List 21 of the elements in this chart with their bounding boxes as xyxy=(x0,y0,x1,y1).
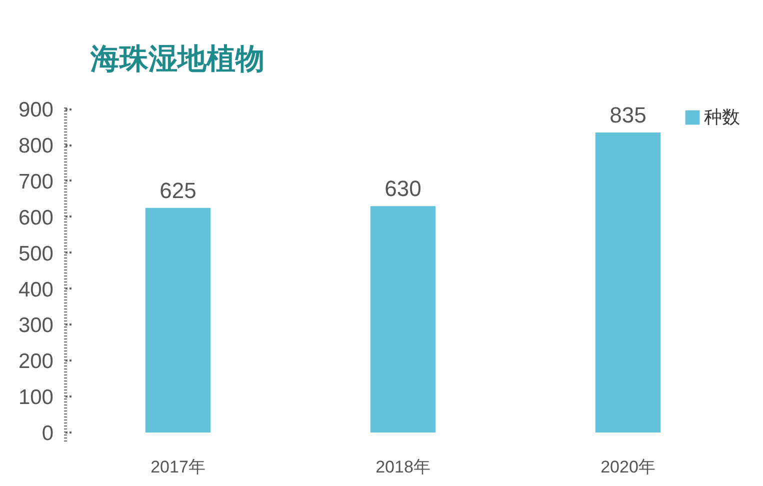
bar xyxy=(145,208,211,433)
x-tick-label: 2020年 xyxy=(600,458,656,476)
y-tick-label: 0 xyxy=(42,422,54,446)
data-label: 835 xyxy=(610,102,646,128)
bar xyxy=(595,132,661,433)
y-tick-label: 800 xyxy=(18,134,54,158)
data-label: 630 xyxy=(384,176,422,202)
y-tick-label: 700 xyxy=(18,170,54,194)
x-tick-label: 2018年 xyxy=(376,458,430,476)
y-tick-label: 900 xyxy=(18,98,54,122)
y-tick-label: 600 xyxy=(18,206,54,230)
legend-label: 种数 xyxy=(704,106,740,129)
x-tick-label: 2017年 xyxy=(150,458,206,476)
y-tick-label: 300 xyxy=(18,314,54,338)
y-tick-label: 200 xyxy=(18,350,54,374)
chart-title: 海珠湿地植物 xyxy=(90,44,264,76)
bar xyxy=(370,206,436,433)
y-tick-label: 100 xyxy=(18,386,54,410)
y-tick-label: 500 xyxy=(18,242,54,266)
y-tick-label: 400 xyxy=(18,278,54,302)
data-label: 625 xyxy=(160,178,196,203)
